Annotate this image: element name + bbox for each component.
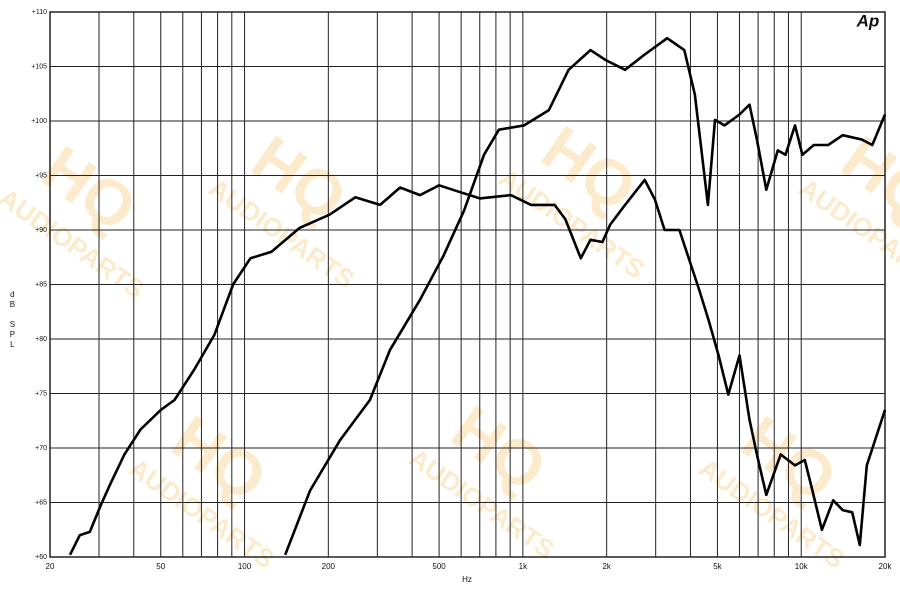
y-tick-label: +65: [35, 499, 47, 506]
logo: Ap: [856, 11, 880, 30]
y-tick-label: +90: [35, 227, 47, 234]
y-tick-label: +70: [35, 445, 47, 452]
y-tick-label: +100: [31, 118, 47, 125]
x-tick-label: 100: [238, 562, 252, 571]
x-tick-label: 2k: [602, 562, 611, 571]
response-curve: [283, 36, 887, 556]
y-tick-label: +85: [35, 281, 47, 288]
x-tick-label: 5k: [713, 562, 722, 571]
y-tick-label: +80: [35, 336, 47, 343]
x-tick-label: 10k: [795, 562, 809, 571]
y-tick-label: +105: [31, 63, 47, 70]
y-tick-label: +110: [32, 9, 47, 16]
x-tick-label: 50: [156, 562, 165, 571]
x-tick-label: 20: [46, 562, 55, 571]
y-axis-label: dB SPL: [8, 290, 17, 350]
x-tick-label: 500: [432, 562, 446, 571]
x-tick-label: 20k: [879, 562, 893, 571]
plot-frame: [49, 11, 886, 558]
y-tick-label: +95: [35, 172, 47, 179]
x-tick-label: 1k: [519, 562, 528, 571]
y-tick-label: +60: [35, 554, 47, 561]
y-tick-label: +75: [35, 390, 47, 397]
x-tick-label: 200: [322, 562, 336, 571]
response-curve: [68, 178, 887, 556]
x-axis-label: Hz: [462, 575, 472, 584]
